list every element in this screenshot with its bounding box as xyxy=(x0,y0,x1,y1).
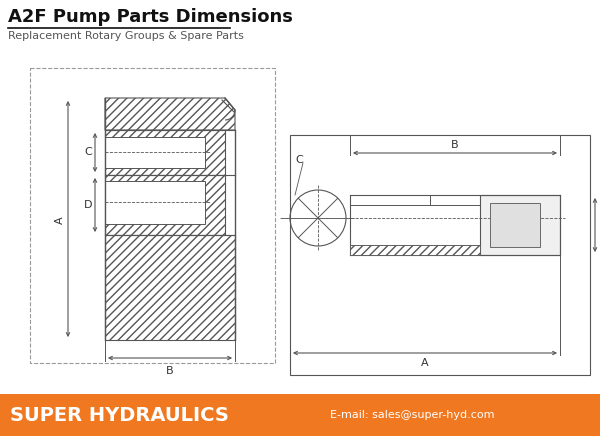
Polygon shape xyxy=(105,175,225,235)
Text: SUPER HYDRAULICS: SUPER HYDRAULICS xyxy=(10,405,229,425)
Bar xyxy=(105,181,205,224)
Text: E-mail: sales@super-hyd.com: E-mail: sales@super-hyd.com xyxy=(330,410,494,420)
Polygon shape xyxy=(350,245,480,255)
Text: D: D xyxy=(84,200,92,210)
Bar xyxy=(0,394,600,436)
Bar xyxy=(290,135,590,375)
Text: B: B xyxy=(451,140,459,150)
Bar xyxy=(105,137,205,168)
Polygon shape xyxy=(105,130,225,175)
Text: A: A xyxy=(55,216,65,224)
Bar xyxy=(480,195,560,255)
Text: Replacement Rotary Groups & Spare Parts: Replacement Rotary Groups & Spare Parts xyxy=(8,31,244,41)
Polygon shape xyxy=(105,235,235,340)
Text: A2F Pump Parts Dimensions: A2F Pump Parts Dimensions xyxy=(8,8,293,26)
Text: C: C xyxy=(295,155,303,165)
Polygon shape xyxy=(105,98,235,130)
Text: A: A xyxy=(421,358,429,368)
Text: C: C xyxy=(84,147,92,157)
Text: B: B xyxy=(166,366,174,376)
Bar xyxy=(490,203,540,247)
Bar xyxy=(30,68,275,363)
